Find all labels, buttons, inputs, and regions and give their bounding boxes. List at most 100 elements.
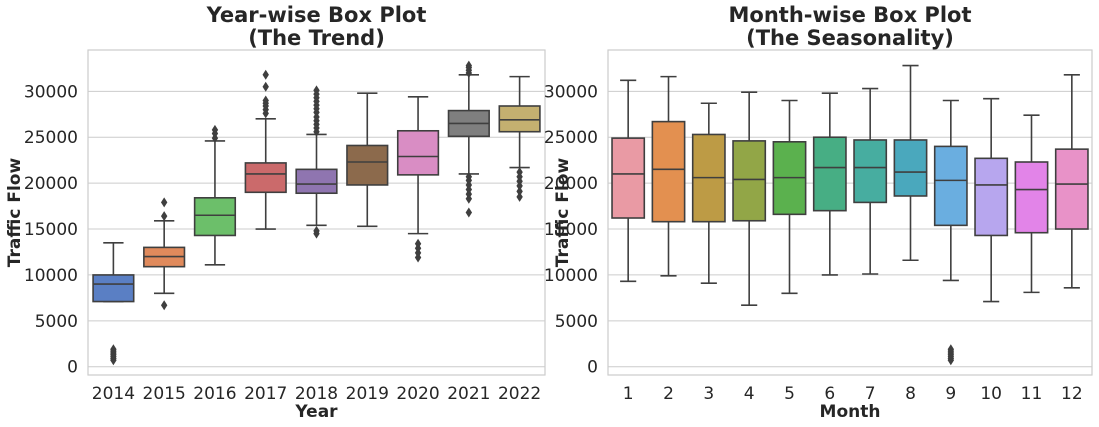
box-2015 xyxy=(143,197,186,311)
box-body xyxy=(244,162,287,194)
outlier-marker xyxy=(262,69,269,80)
box-body xyxy=(853,139,888,204)
outlier-marker xyxy=(160,300,168,311)
chart-title: Year-wise Box Plot xyxy=(206,3,427,27)
box-9 xyxy=(933,99,968,366)
y-tick-label: 25000 xyxy=(544,128,598,148)
box-body xyxy=(933,145,968,227)
box-body xyxy=(498,105,541,133)
box-body xyxy=(1014,161,1049,234)
box-body xyxy=(732,140,767,222)
x-axis-label: Month xyxy=(820,402,881,422)
box-10 xyxy=(974,97,1009,303)
x-tick-label: 2022 xyxy=(498,384,541,404)
x-tick-label: 6 xyxy=(824,384,835,404)
x-tick-label: 3 xyxy=(703,384,714,404)
box-2022 xyxy=(498,75,541,202)
box-body xyxy=(92,274,135,303)
y-tick-label: 10000 xyxy=(544,266,598,286)
y-axis-label: Traffic Flow xyxy=(553,158,573,268)
x-tick-label: 2020 xyxy=(396,384,439,404)
x-tick-label: 5 xyxy=(784,384,795,404)
box-body xyxy=(651,120,686,223)
box-2021 xyxy=(447,60,490,218)
y-tick-label: 15000 xyxy=(24,220,78,240)
box-7 xyxy=(853,87,888,275)
x-tick-label: 11 xyxy=(1021,384,1043,404)
box-1 xyxy=(611,79,646,283)
x-tick-label: 9 xyxy=(945,384,956,404)
y-tick-label: 15000 xyxy=(544,220,598,240)
x-tick-label: 2017 xyxy=(244,384,287,404)
plot-frame xyxy=(607,49,1093,376)
x-tick-label: 2 xyxy=(663,384,674,404)
y-tick-label: 25000 xyxy=(24,128,78,148)
box-body xyxy=(1054,148,1089,230)
y-axis-label: Traffic Flow xyxy=(5,158,25,268)
y-tick-label: 0 xyxy=(587,358,598,378)
x-tick-label: 2016 xyxy=(193,384,236,404)
y-tick-label: 20000 xyxy=(544,174,598,194)
box-2 xyxy=(651,75,686,277)
x-tick-label: 2019 xyxy=(346,384,389,404)
box-body xyxy=(974,157,1009,237)
x-tick-label: 12 xyxy=(1061,384,1083,404)
x-tick-label: 7 xyxy=(865,384,876,404)
outlier-marker xyxy=(262,81,269,92)
outlier-marker xyxy=(465,171,473,182)
box-body xyxy=(893,139,928,197)
y-tick-label: 10000 xyxy=(24,266,78,286)
x-tick-label: 2014 xyxy=(92,384,135,404)
box-3 xyxy=(691,102,726,284)
x-tick-label: 10 xyxy=(980,384,1002,404)
chart-panel-1: 0 5000 10000 15000 20000 25000 30000 2014 2015 20… xyxy=(5,3,546,422)
y-tick-label: 30000 xyxy=(544,82,598,102)
x-axis-label: Year xyxy=(294,402,338,422)
outlier-marker xyxy=(262,95,269,106)
outlier-marker xyxy=(211,124,219,135)
box-8 xyxy=(893,64,928,262)
box-2016 xyxy=(193,124,237,266)
box-2020 xyxy=(396,96,440,263)
chart-title: Month-wise Box Plot xyxy=(729,3,972,27)
x-tick-label: 2021 xyxy=(447,384,490,404)
outlier-marker xyxy=(110,344,117,355)
x-tick-label: 8 xyxy=(905,384,916,404)
outlier-marker xyxy=(516,167,523,178)
box-11 xyxy=(1014,114,1049,294)
box-5 xyxy=(772,99,807,295)
box-2014 xyxy=(92,241,135,366)
outlier-marker xyxy=(313,225,320,236)
box-2019 xyxy=(346,92,389,228)
x-tick-label: 2018 xyxy=(295,384,338,404)
box-6 xyxy=(812,92,847,276)
outlier-marker xyxy=(516,191,523,202)
y-tick-label: 30000 xyxy=(24,82,78,102)
x-tick-label: 2015 xyxy=(143,384,186,404)
outlier-marker xyxy=(313,85,320,96)
outlier-marker xyxy=(947,344,955,355)
box-body xyxy=(193,197,237,237)
y-tick-label: 5000 xyxy=(555,312,598,332)
outlier-marker xyxy=(465,60,473,71)
box-body xyxy=(295,168,338,195)
plot-frame xyxy=(87,49,546,376)
y-tick-label: 5000 xyxy=(35,312,78,332)
box-12 xyxy=(1054,73,1089,289)
x-tick-label: 4 xyxy=(744,384,755,404)
box-body xyxy=(396,129,440,176)
y-tick-label: 20000 xyxy=(24,174,78,194)
outlier-marker xyxy=(516,186,523,197)
x-tick-label: 1 xyxy=(623,384,634,404)
box-2018 xyxy=(295,85,338,239)
box-4 xyxy=(732,91,767,307)
box-2017 xyxy=(244,69,287,230)
box-body xyxy=(346,144,389,186)
outlier-marker xyxy=(465,207,473,218)
box-body xyxy=(611,137,646,219)
outlier-marker xyxy=(160,197,168,208)
outlier-marker xyxy=(160,211,168,222)
chart-subtitle: (The Trend) xyxy=(248,26,385,50)
outlier-marker xyxy=(414,238,422,249)
